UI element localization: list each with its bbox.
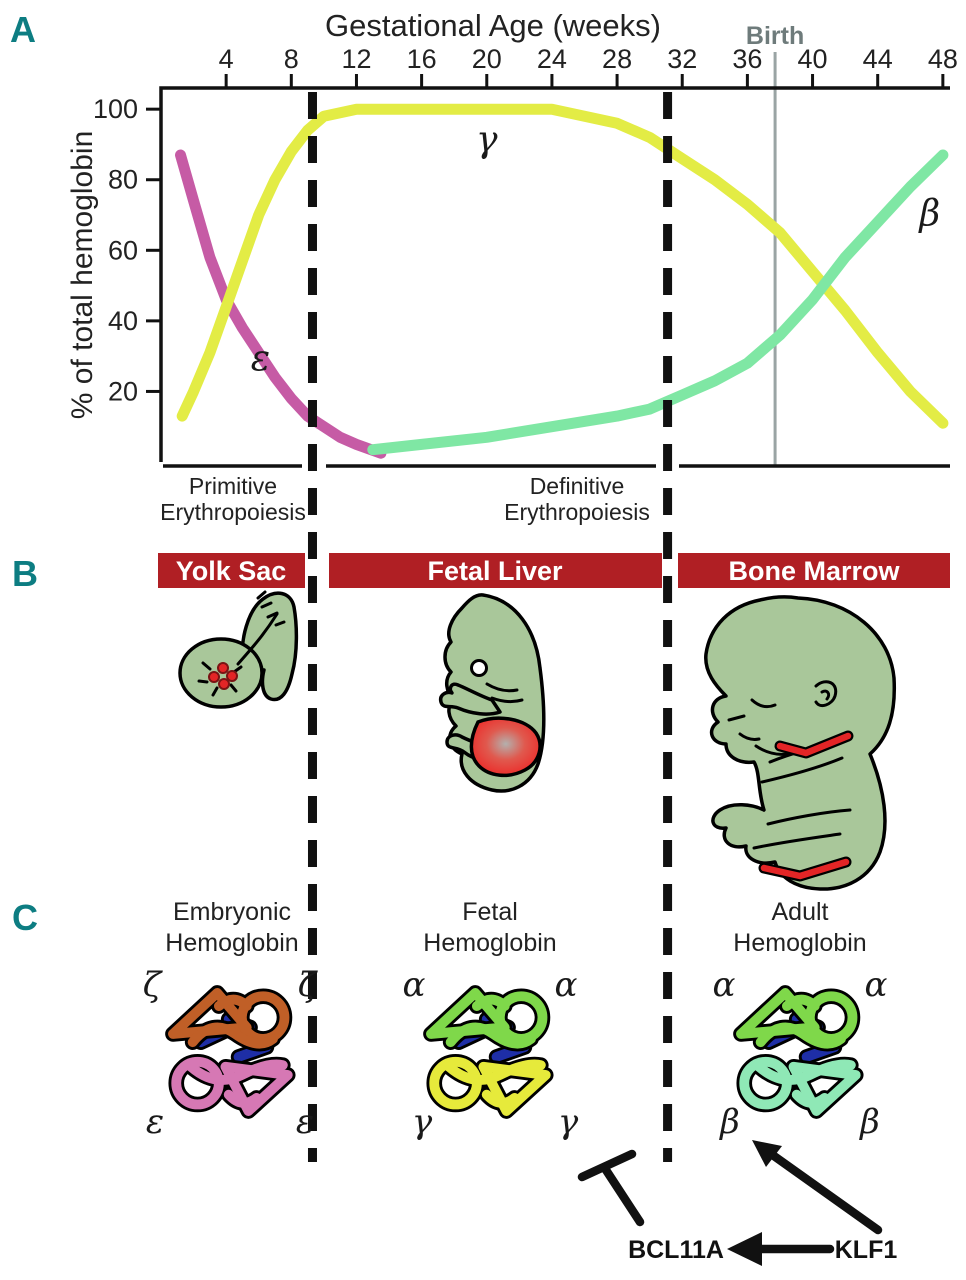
regulation-network: BCL11A KLF1 [577, 1140, 898, 1266]
definitive-erythropoiesis-label2: Erythropoiesis [504, 499, 650, 525]
bone-marrow-banner-text: Bone Marrow [728, 556, 900, 586]
adult-hemoglobin: Adult Hemoglobin α α β β [713, 898, 888, 1142]
panel-b-label: B [12, 553, 38, 594]
x-tick-label: 48 [928, 44, 958, 74]
chart-axes [159, 86, 950, 462]
inhibition-bar [577, 1149, 637, 1182]
epsilon-label-left: ε [146, 1102, 164, 1142]
panel-a-chart: A Gestational Age (weeks) Birth 4 8 12 16 20… [10, 8, 958, 525]
klf1-to-adult-hb-arrow [769, 1151, 883, 1235]
y-tick-label: 40 [108, 306, 138, 336]
fetal-hemoglobin: Fetal Hemoglobin α α γ γ [403, 898, 579, 1142]
y-tick-label: 60 [108, 235, 138, 265]
bcl11a-inhibition-arrow [601, 1165, 645, 1227]
gamma-label-left: γ [412, 1102, 433, 1142]
panel-c-label: C [12, 897, 38, 938]
epsilon-curve-label: ε [251, 338, 270, 379]
x-tick-label: 16 [407, 44, 437, 74]
y-axis-ticks: 20 40 60 80 100 [93, 94, 161, 406]
zeta-label-right: ζ [298, 965, 319, 1005]
x-tick-label: 24 [537, 44, 567, 74]
yolk-sac-banner-text: Yolk Sac [176, 556, 287, 586]
x-tick-label: 32 [667, 44, 697, 74]
embryonic-hb-title2: Hemoglobin [165, 929, 298, 957]
x-tick-label: 20 [472, 44, 502, 74]
alpha2-label-left: α [713, 965, 736, 1005]
beta-label-left: β [718, 1102, 740, 1142]
y-axis-label: % of total hemoglobin [66, 131, 99, 420]
klf1-to-bcl11a-arrowhead [727, 1232, 762, 1266]
bone-marrow-banner [678, 553, 950, 588]
embryonic-hb-structure [173, 993, 288, 1111]
x-tick-label: 36 [732, 44, 762, 74]
primitive-erythropoiesis-label2: Erythropoiesis [160, 499, 306, 525]
adult-hb-title2: Hemoglobin [733, 929, 866, 957]
x-tick-label: 12 [341, 44, 371, 74]
primitive-erythropoiesis-label: Primitive [189, 473, 277, 499]
adult-hb-structure [741, 993, 856, 1111]
x-tick-label: 28 [602, 44, 632, 74]
fetal-liver-banner [329, 553, 662, 588]
x-tick-label: 44 [863, 44, 893, 74]
epsilon-label-right: ε [296, 1102, 314, 1142]
gamma-label-right: γ [558, 1102, 579, 1142]
klf1-to-adult-hb-arrowhead [752, 1140, 782, 1167]
adult-hb-title: Adult [772, 898, 829, 926]
panel-b-sites: B Yolk Sac Fetal Liver Bone Marrow [12, 553, 950, 891]
yolk-sac-banner [158, 553, 305, 588]
fetal-hb-title: Fetal [462, 898, 518, 926]
fetal-liver-banner-text: Fetal Liver [427, 556, 563, 586]
x-axis-ticks: 4 8 12 16 20 24 28 32 36 40 44 48 [219, 44, 958, 89]
definitive-erythropoiesis-label: Definitive [530, 473, 625, 499]
panel-a-label: A [10, 9, 36, 50]
epsilon-curve [175, 149, 387, 459]
fetal-liver-embryo-illustration [438, 593, 546, 793]
gamma-curve [176, 103, 949, 429]
beta-curve-label: β [917, 194, 940, 235]
bcl11a-label: BCL11A [628, 1236, 724, 1264]
embryonic-hemoglobin: Embryonic Hemoglobin ζ ζ ε ε [143, 898, 319, 1142]
birth-label: Birth [746, 22, 804, 50]
yolk-sac-embryo-illustration [178, 590, 299, 709]
panel-c-molecules: C Embryonic Hemoglobin ζ ζ ε ε Fetal Hem… [12, 897, 897, 1266]
alpha-label-left: α [403, 965, 426, 1005]
chart-title: Gestational Age (weeks) [325, 8, 661, 43]
fetal-hb-structure [431, 993, 546, 1111]
zeta-label-left: ζ [143, 965, 164, 1005]
beta-curve [367, 149, 949, 456]
y-tick-label: 80 [108, 165, 138, 195]
fetal-hb-title2: Hemoglobin [423, 929, 556, 957]
y-tick-label: 20 [108, 376, 138, 406]
beta-label-right: β [858, 1102, 880, 1142]
alpha2-label-right: α [865, 965, 888, 1005]
x-tick-label: 8 [284, 44, 299, 74]
alpha-label-right: α [555, 965, 578, 1005]
x-tick-label: 4 [219, 44, 234, 74]
gamma-curve-label: γ [476, 120, 498, 161]
klf1-label: KLF1 [835, 1236, 898, 1264]
x-tick-label: 40 [798, 44, 828, 74]
y-tick-label: 100 [93, 94, 138, 124]
bone-marrow-fetus-illustration [704, 595, 897, 891]
embryonic-hb-title: Embryonic [173, 898, 291, 926]
